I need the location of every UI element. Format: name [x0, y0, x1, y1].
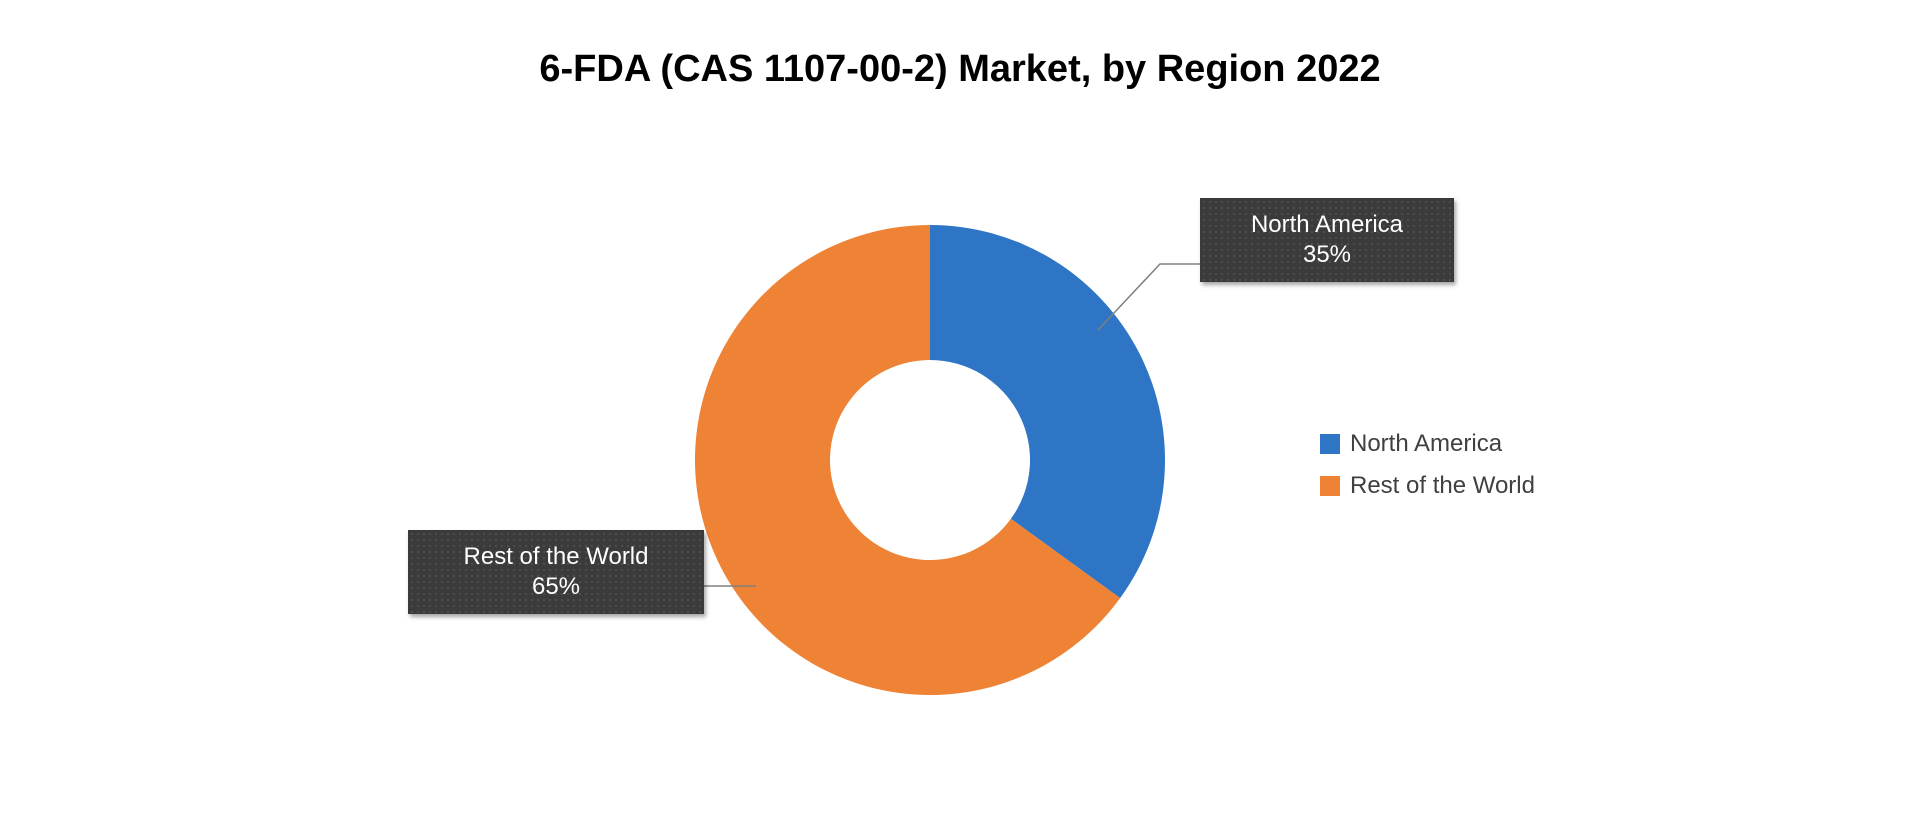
donut-slice-north-america — [930, 225, 1165, 598]
callout-label: Rest of the World — [464, 542, 649, 572]
legend-label: Rest of the World — [1350, 472, 1535, 500]
legend-swatch-icon — [1320, 434, 1340, 454]
callout-rest-of-world: Rest of the World 65% — [408, 530, 704, 614]
legend-item-rest-of-world: Rest of the World — [1320, 472, 1535, 500]
legend: North America Rest of the World — [1320, 430, 1535, 500]
callout-value: 35% — [1303, 240, 1351, 270]
legend-swatch-icon — [1320, 476, 1340, 496]
donut-svg — [695, 225, 1165, 695]
chart-title: 6-FDA (CAS 1107-00-2) Market, by Region … — [0, 48, 1920, 91]
chart-figure: 6-FDA (CAS 1107-00-2) Market, by Region … — [0, 0, 1920, 818]
donut-chart — [695, 225, 1165, 695]
legend-item-north-america: North America — [1320, 430, 1535, 458]
callout-value: 65% — [532, 572, 580, 602]
legend-label: North America — [1350, 430, 1502, 458]
callout-label: North America — [1251, 210, 1403, 240]
callout-north-america: North America 35% — [1200, 198, 1454, 282]
